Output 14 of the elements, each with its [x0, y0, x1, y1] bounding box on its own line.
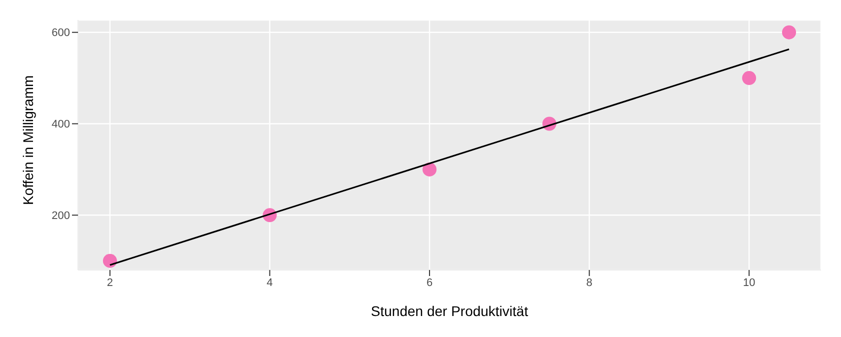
point [782, 25, 796, 40]
y-tick-label: 200 [52, 210, 70, 222]
y-tick-label: 400 [52, 118, 70, 131]
point [102, 254, 117, 268]
x-tick-label: 10 [742, 276, 756, 289]
x-tick-label: 2 [106, 276, 114, 289]
y-tick-label: 600 [52, 27, 70, 40]
x-tick-label: 4 [266, 276, 273, 289]
point [422, 162, 437, 176]
x-tick-label: 8 [586, 276, 592, 289]
point [742, 71, 756, 86]
x-axis-title: Stunden der Produktivität [370, 303, 528, 319]
y-axis-title: Koffein in Milligramm [20, 75, 36, 205]
x-tick-label: 6 [426, 276, 433, 289]
